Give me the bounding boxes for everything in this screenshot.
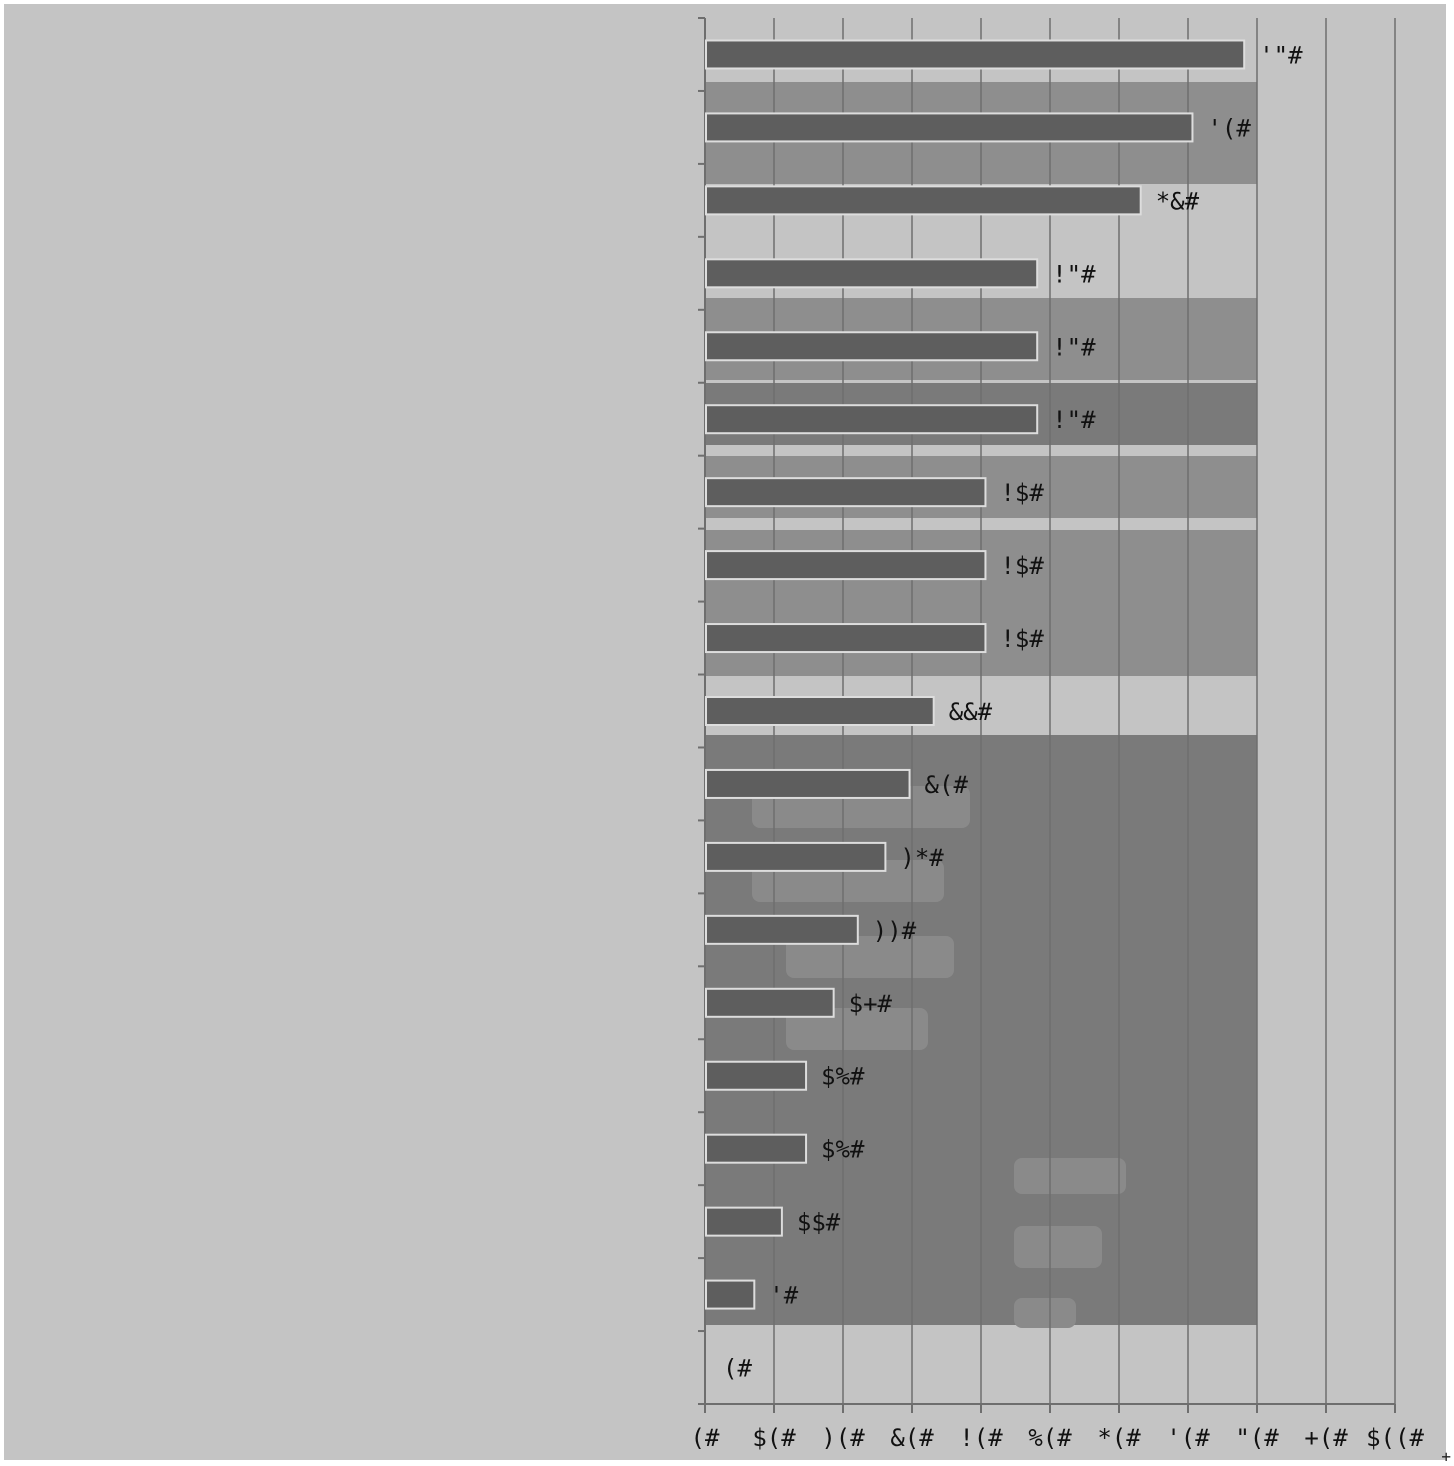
x-tick-label: %(# (1028, 1424, 1072, 1452)
artifact-pill (1014, 1226, 1102, 1268)
bar (705, 331, 1039, 362)
x-tick-label: +(# (1304, 1424, 1348, 1452)
x-tick-label: $((# (1366, 1424, 1424, 1452)
bar (705, 987, 835, 1018)
data-label: !$# (1000, 625, 1044, 653)
x-tick-label: !(# (959, 1424, 1003, 1452)
x-tick-label: "(# (1235, 1424, 1279, 1452)
bar (705, 477, 987, 508)
x-tick-label: (# (691, 1424, 720, 1452)
bar (705, 258, 1039, 289)
data-label: &(# (925, 771, 969, 799)
bar (705, 1060, 808, 1091)
bar (705, 914, 859, 945)
data-label: $$# (797, 1209, 841, 1237)
bar (705, 404, 1039, 435)
data-label: !"# (1052, 406, 1096, 434)
x-tick-label: $(# (752, 1424, 796, 1452)
bar (705, 768, 911, 799)
data-label: (# (723, 1355, 752, 1383)
data-label: '# (769, 1282, 798, 1310)
bar (705, 550, 987, 581)
bar (705, 1133, 808, 1164)
data-label: '"# (1259, 41, 1303, 69)
data-label: $+# (849, 990, 893, 1018)
data-label: $%# (821, 1136, 865, 1164)
corner-mark: + (1441, 1447, 1451, 1466)
bar (705, 1206, 783, 1237)
data-label: !$# (1000, 479, 1044, 507)
bar (705, 39, 1246, 70)
x-tick-label: &(# (890, 1424, 934, 1452)
artifact-pill (786, 1008, 928, 1050)
x-tick-label: *(# (1097, 1424, 1141, 1452)
bar (705, 185, 1142, 216)
artifact-pill (1014, 1158, 1126, 1194)
bar (705, 696, 935, 726)
x-tick-label: )(# (821, 1424, 865, 1452)
bar (705, 1279, 756, 1310)
data-label: *&# (1156, 187, 1200, 215)
artifact-pill (1014, 1298, 1076, 1328)
bar (705, 112, 1194, 143)
data-label: &&# (949, 698, 993, 726)
x-tick-label: '(# (1166, 1424, 1210, 1452)
data-label: '(# (1207, 114, 1251, 142)
data-label: !"# (1052, 260, 1096, 288)
data-label: !"# (1052, 333, 1096, 361)
data-label: !$# (1000, 552, 1044, 580)
bar (705, 623, 987, 654)
data-label: $%# (821, 1063, 865, 1091)
data-label: )*# (900, 844, 944, 872)
data-label: ))# (873, 917, 917, 945)
bar (705, 841, 887, 872)
